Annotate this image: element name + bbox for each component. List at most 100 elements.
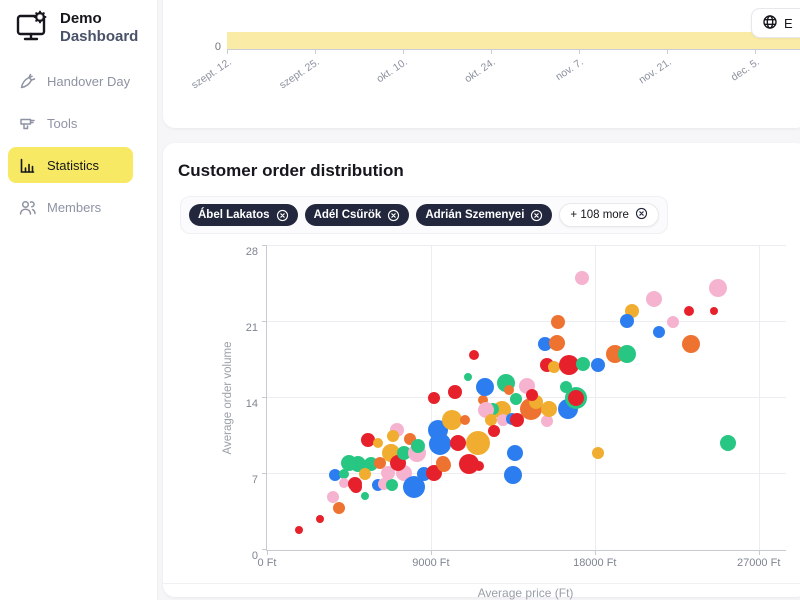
scatter-bubble[interactable] (619, 313, 634, 328)
scatter-bubble[interactable] (682, 334, 701, 353)
scatter-bubble[interactable] (381, 465, 396, 480)
sidebar-item-handover-day[interactable]: Handover Day (0, 60, 157, 102)
scatter-bubble[interactable] (719, 434, 736, 451)
filter-chips-container: Ábel Lakatos Adél Csűrök Adrián Szemenyei +… (180, 196, 668, 234)
scatter-bubble[interactable] (468, 349, 479, 360)
timeline-tick (403, 50, 404, 54)
scatter-bubble[interactable] (575, 357, 590, 372)
scatter-bubble[interactable] (361, 433, 376, 448)
close-circle-icon[interactable] (635, 207, 648, 223)
timeline-tick (579, 50, 580, 54)
y-tick-label: 28 (245, 246, 258, 258)
scatter-bubble[interactable] (441, 409, 462, 430)
scatter-bubble[interactable] (510, 393, 523, 406)
scatter-bubble[interactable] (397, 446, 412, 461)
scatter-bubble[interactable] (294, 526, 303, 535)
scatter-bubble[interactable] (537, 336, 552, 351)
scatter-bubble[interactable] (339, 469, 350, 479)
scatter-bubble[interactable] (427, 392, 440, 404)
scatter-bubble[interactable] (551, 315, 566, 329)
members-icon (17, 197, 37, 217)
scatter-bubble[interactable] (411, 438, 426, 453)
scatter-bubble[interactable] (386, 430, 399, 442)
sidebar-item-members[interactable]: Members (0, 186, 157, 228)
scatter-bubble[interactable] (459, 454, 480, 475)
scatter-bubble[interactable] (466, 430, 491, 455)
scatter-bubble[interactable] (475, 378, 494, 397)
scatter-bubble[interactable] (645, 291, 662, 308)
scatter-bubble[interactable] (653, 325, 666, 338)
scatter-bubble[interactable] (684, 306, 695, 317)
filter-chip-adri-n-szemenyei[interactable]: Adrián Szemenyei (416, 204, 553, 226)
scatter-bubble[interactable] (332, 501, 345, 514)
scatter-bubble[interactable] (592, 447, 605, 460)
scatter-bubble[interactable] (315, 514, 324, 523)
scatter-bubble[interactable] (541, 400, 558, 417)
scatter-bubble[interactable] (667, 316, 680, 328)
gridline-horizontal (267, 321, 786, 322)
sidebar-item-tools[interactable]: Tools (0, 102, 157, 144)
scatter-bubble[interactable] (339, 477, 350, 488)
scatter-bubble[interactable] (385, 478, 398, 491)
scatter-bubble[interactable] (484, 413, 497, 426)
scatter-bubble[interactable] (373, 457, 386, 470)
scatter-bubble[interactable] (540, 414, 553, 427)
scatter-bubble[interactable] (567, 390, 584, 406)
scatter-bubble[interactable] (710, 307, 719, 316)
scatter-bubble[interactable] (559, 381, 572, 394)
scatter-bubble[interactable] (450, 434, 467, 451)
gridline-horizontal (267, 245, 786, 246)
timeline-date-label: dec. 5. (728, 56, 762, 84)
app-logo[interactable]: Demo Dashboard (14, 8, 138, 51)
scatter-bubble[interactable] (436, 458, 451, 473)
filter-chip-label: Ábel Lakatos (198, 209, 270, 221)
scatter-bubble[interactable] (361, 491, 370, 500)
scatter-bubble[interactable] (510, 412, 525, 427)
scatter-bubble[interactable] (429, 432, 451, 455)
x-tick-mark (758, 550, 760, 555)
scatter-bubble[interactable] (348, 476, 363, 491)
scatter-bubble[interactable] (373, 437, 384, 448)
close-circle-icon[interactable] (530, 209, 543, 222)
scatter-bubble[interactable] (329, 469, 342, 482)
y-axis-title: Average order volume (222, 341, 234, 455)
scatter-plot-area: 0 7 14 21 28 0 Ft 9000 Ft 18000 Ft 27000 Ft (246, 245, 786, 569)
scatter-bubble[interactable] (326, 490, 339, 503)
scatter-bubble[interactable] (460, 414, 471, 425)
scatter-bubble[interactable] (503, 466, 522, 485)
globe-icon (762, 14, 778, 33)
y-tick-mark (262, 549, 267, 550)
scatter-bubble[interactable] (477, 395, 488, 406)
scatter-bubble[interactable] (474, 461, 485, 472)
scatter-bubble[interactable] (464, 373, 473, 382)
scatter-bubble[interactable] (402, 476, 425, 499)
close-circle-icon[interactable] (276, 209, 289, 222)
scatter-bubble[interactable] (617, 344, 636, 363)
sidebar-item-statistics[interactable]: Statistics (0, 144, 157, 186)
timeline-date-label: okt. 24. (462, 56, 498, 86)
gridline-vertical (758, 246, 760, 550)
more-chip[interactable]: + 108 more (559, 203, 659, 227)
scatter-bubble[interactable] (525, 388, 538, 401)
scatter-bubble[interactable] (591, 358, 606, 373)
timeline-tick (755, 50, 756, 54)
scatter-bubble[interactable] (708, 279, 727, 298)
scatter-bubble[interactable] (575, 270, 590, 285)
card-title: Customer order distribution (178, 161, 404, 180)
scatter-bubble[interactable] (359, 468, 372, 480)
scatter-bubble[interactable] (487, 424, 500, 437)
scatter-bubble[interactable] (547, 360, 560, 373)
close-circle-icon[interactable] (387, 209, 400, 222)
scatter-bubble[interactable] (504, 385, 515, 396)
gridline-horizontal (267, 473, 786, 474)
scatter-bubble[interactable] (448, 384, 463, 399)
scatter-bubble[interactable] (549, 334, 566, 351)
timeline-tick (667, 50, 668, 54)
filter-chip-ad-l-cs-r-k[interactable]: Adél Csűrök (304, 204, 410, 226)
language-button[interactable]: E (751, 8, 800, 38)
scatter-bubble[interactable] (506, 445, 523, 462)
scatter-bubble[interactable] (496, 413, 509, 426)
scatter-bubble[interactable] (559, 355, 580, 376)
filter-chip-bel-lakatos[interactable]: Ábel Lakatos (189, 204, 298, 226)
